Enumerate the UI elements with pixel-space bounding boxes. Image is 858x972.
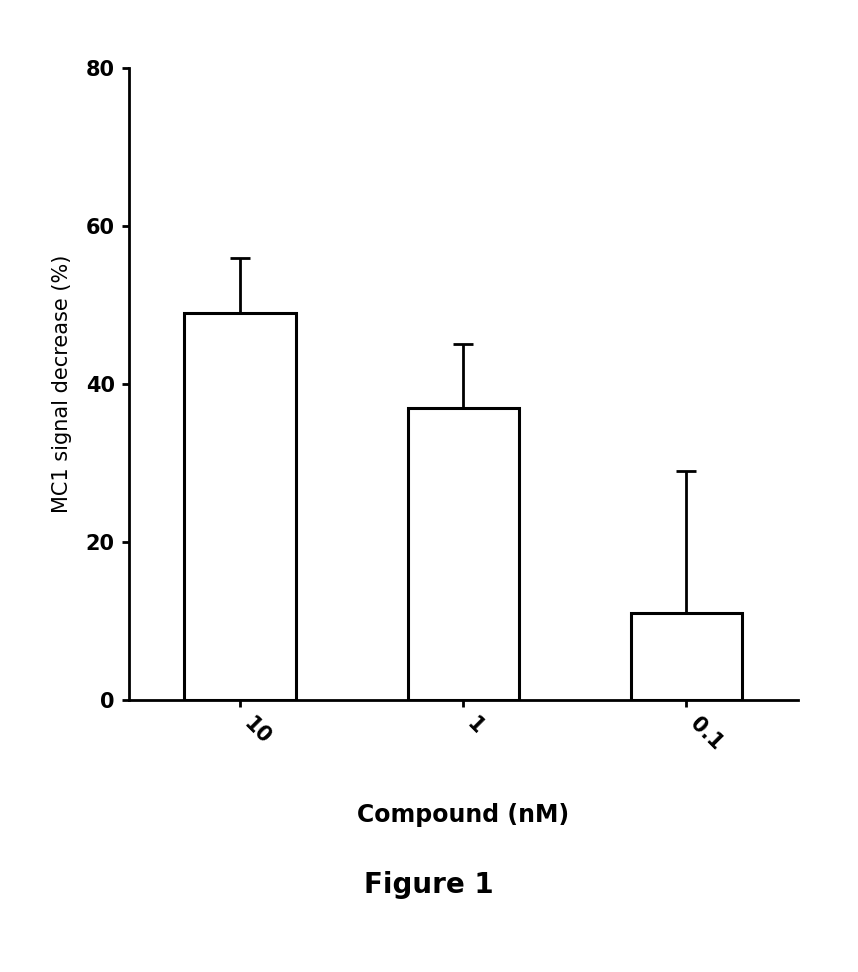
Bar [184, 313, 296, 700]
X-axis label: Compound (nM): Compound (nM) [357, 803, 570, 826]
Bar [631, 613, 742, 700]
Bar [408, 407, 519, 700]
Y-axis label: MC1 signal decrease (%): MC1 signal decrease (%) [52, 255, 72, 513]
Text: Figure 1: Figure 1 [364, 871, 494, 898]
